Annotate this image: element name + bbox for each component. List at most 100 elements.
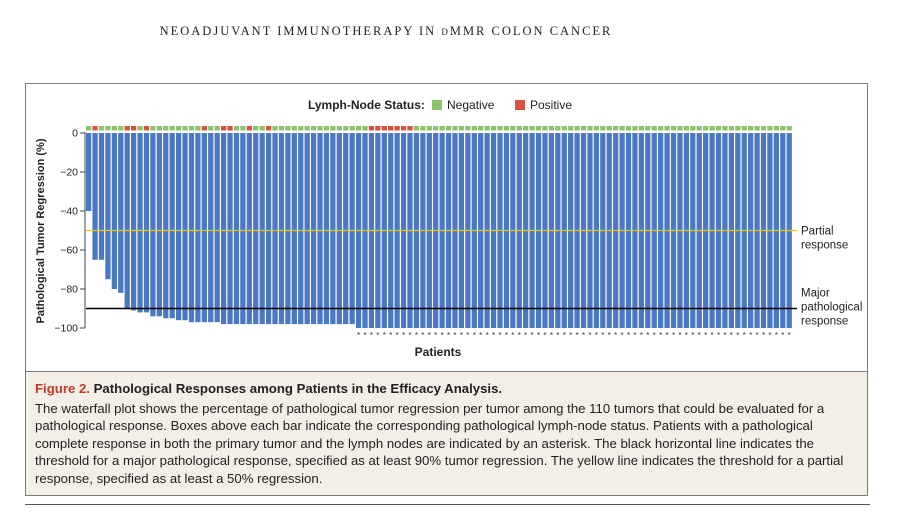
lymph-node-status-box bbox=[754, 126, 760, 131]
complete-response-asterisk: * bbox=[563, 331, 566, 340]
y-axis: 0 −20 −40 −60 −80 −100 bbox=[54, 128, 86, 335]
lymph-node-status-box bbox=[516, 126, 522, 131]
complete-response-asterisk: * bbox=[576, 331, 579, 340]
complete-response-asterisk: * bbox=[762, 331, 765, 340]
lymph-node-status-box bbox=[683, 126, 690, 131]
lymph-node-status-box bbox=[130, 126, 137, 131]
lymph-node-status-box bbox=[786, 126, 792, 131]
lymph-node-status-box bbox=[767, 126, 773, 131]
lymph-node-status-box bbox=[613, 126, 619, 131]
legend-swatch bbox=[432, 100, 442, 110]
lymph-node-status-box bbox=[259, 126, 265, 131]
lymph-node-status-box bbox=[278, 126, 285, 131]
lymph-node-status-box bbox=[471, 126, 477, 131]
y-tick-label: 0 bbox=[72, 128, 78, 140]
complete-response-asterisk: * bbox=[672, 331, 675, 340]
bar bbox=[240, 133, 246, 325]
lymph-node-status-box bbox=[645, 126, 651, 131]
legend-swatch bbox=[515, 100, 525, 110]
bar bbox=[150, 133, 156, 317]
complete-response-asterisk: * bbox=[788, 331, 791, 340]
bar bbox=[298, 133, 304, 325]
lymph-node-status-box bbox=[728, 126, 734, 131]
bar bbox=[137, 133, 143, 313]
lymph-node-status-box bbox=[137, 126, 143, 131]
asterisk-row: * * * * * * * * * * * * * * * * * * * * * * * * * * * * * * * * * * * * * * * *… bbox=[357, 331, 791, 340]
complete-response-asterisk: * bbox=[775, 331, 778, 340]
lymph-node-status-box bbox=[523, 126, 529, 131]
y-tick-label: −100 bbox=[54, 323, 78, 335]
complete-response-asterisk: * bbox=[460, 331, 463, 340]
complete-response-asterisk: * bbox=[537, 331, 540, 340]
bar bbox=[278, 133, 285, 325]
lymph-node-status-box bbox=[201, 126, 207, 131]
lymph-node-status-box bbox=[118, 126, 124, 131]
bar bbox=[291, 133, 297, 325]
lymph-node-status-box bbox=[413, 126, 420, 131]
bar bbox=[259, 133, 265, 325]
bar bbox=[304, 133, 310, 325]
caption-text: The waterfall plot shows the percentage … bbox=[35, 400, 844, 486]
y-tick-label: −20 bbox=[60, 167, 78, 179]
complete-response-asterisk: * bbox=[608, 331, 611, 340]
complete-response-asterisk: * bbox=[434, 331, 437, 340]
lymph-node-status-box bbox=[124, 126, 130, 131]
lymph-node-status-box bbox=[490, 126, 497, 131]
complete-response-asterisk: * bbox=[492, 331, 495, 340]
complete-response-asterisk: * bbox=[717, 331, 720, 340]
lymph-node-status-box bbox=[330, 126, 336, 131]
complete-response-asterisk: * bbox=[569, 331, 572, 340]
complete-response-asterisk: * bbox=[781, 331, 784, 340]
reference-line-label: pathological bbox=[801, 302, 862, 314]
bar bbox=[124, 133, 130, 309]
complete-response-asterisk: * bbox=[627, 331, 630, 340]
bar bbox=[330, 133, 336, 325]
complete-response-asterisk: * bbox=[736, 331, 739, 340]
lymph-node-status-box bbox=[664, 126, 670, 131]
complete-response-asterisk: * bbox=[518, 331, 521, 340]
bar bbox=[201, 133, 207, 323]
lymph-node-status-box bbox=[388, 126, 394, 131]
lymph-node-status-box bbox=[632, 126, 638, 131]
y-tick-label: −60 bbox=[60, 245, 78, 257]
complete-response-asterisk: * bbox=[505, 331, 508, 340]
y-axis-label: Pathological Tumor Regression (%) bbox=[35, 138, 47, 323]
waterfall-chart: Lymph-Node Status: Negative Positive 0 −20 −… bbox=[35, 98, 862, 359]
lymph-node-status-box bbox=[163, 126, 169, 131]
lymph-node-status-box bbox=[355, 126, 362, 131]
lymph-node-status-box bbox=[593, 126, 600, 131]
complete-response-asterisk: * bbox=[550, 331, 553, 340]
complete-response-asterisk: * bbox=[704, 331, 707, 340]
lymph-node-status-box bbox=[445, 126, 452, 131]
lymph-node-status-box bbox=[111, 126, 117, 131]
complete-response-asterisk: * bbox=[556, 331, 559, 340]
lymph-node-status-box bbox=[715, 126, 722, 131]
lymph-node-status-box bbox=[188, 126, 195, 131]
lymph-node-status-box bbox=[735, 126, 741, 131]
complete-response-asterisk: * bbox=[595, 331, 598, 340]
lymph-node-status-box bbox=[433, 126, 439, 131]
complete-response-asterisk: * bbox=[723, 331, 726, 340]
lymph-node-status-box bbox=[362, 126, 368, 131]
complete-response-asterisk: * bbox=[408, 331, 411, 340]
complete-response-asterisk: * bbox=[614, 331, 617, 340]
lymph-node-status-box bbox=[150, 126, 156, 131]
bar bbox=[310, 133, 317, 325]
bar bbox=[208, 133, 214, 323]
lymph-node-status-box bbox=[195, 126, 201, 131]
complete-response-asterisk: * bbox=[415, 331, 418, 340]
lymph-node-status-box bbox=[748, 126, 754, 131]
complete-response-asterisk: * bbox=[756, 331, 759, 340]
lymph-node-status-box bbox=[407, 126, 413, 131]
bar bbox=[343, 133, 349, 325]
lymph-node-status-box bbox=[465, 126, 471, 131]
lymph-node-status-box bbox=[400, 126, 407, 131]
lymph-node-status-box bbox=[709, 126, 715, 131]
complete-response-asterisk: * bbox=[421, 331, 424, 340]
legend-label: Positive bbox=[530, 98, 572, 112]
bar bbox=[92, 133, 98, 260]
lymph-node-status-box bbox=[349, 126, 355, 131]
complete-response-asterisk: * bbox=[768, 331, 771, 340]
lymph-node-status-box bbox=[246, 126, 252, 131]
lymph-node-status-box bbox=[638, 126, 645, 131]
